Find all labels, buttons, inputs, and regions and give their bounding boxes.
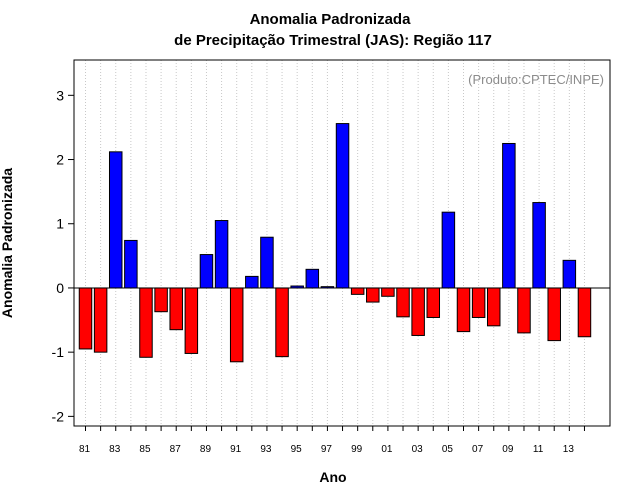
ytick-label: -1 <box>52 344 65 360</box>
xtick-label: 05 <box>442 444 454 455</box>
bar-84 <box>124 239 138 289</box>
bar-11 <box>532 202 546 289</box>
bars <box>78 123 592 363</box>
xtick-label: 95 <box>291 444 303 455</box>
bar-08 <box>486 287 501 327</box>
bar-81 <box>78 287 93 350</box>
bar-14 <box>577 287 592 338</box>
bar-93 <box>260 236 274 289</box>
ytick-label: 0 <box>56 280 64 296</box>
xtick-label: 01 <box>381 444 393 455</box>
xtick-label: 91 <box>230 444 242 455</box>
xtick-label: 03 <box>412 444 424 455</box>
xtick-label: 81 <box>79 444 91 455</box>
bar-83 <box>108 151 123 289</box>
xtick-label: 89 <box>200 444 212 455</box>
xtick-label: 97 <box>321 444 333 455</box>
x-axis: 81 83 85 87 89 91 93 95 97 99 01 03 05 07 09 11 13 <box>79 426 585 455</box>
source-annotation: (Produto:CPTEC/INPE) <box>468 72 604 87</box>
bar-07 <box>471 287 486 318</box>
bar-88 <box>184 287 199 354</box>
bar-01 <box>381 287 395 297</box>
bar-10 <box>517 287 531 334</box>
bar-99 <box>350 287 365 295</box>
xtick-label: 93 <box>260 444 272 455</box>
xtick-label: 85 <box>139 444 151 455</box>
vertical-gridlines <box>85 60 585 426</box>
bar-85 <box>139 287 153 358</box>
ytick-label: 3 <box>56 87 64 103</box>
ytick-label: 1 <box>56 216 64 232</box>
bar-96 <box>305 268 320 289</box>
xtick-label: 11 <box>533 444 544 455</box>
xtick-label: 87 <box>170 444 182 455</box>
bar-12 <box>547 287 561 342</box>
bar-91 <box>229 287 244 363</box>
bar-03 <box>411 287 425 336</box>
bar-89 <box>199 254 214 289</box>
bar-13 <box>562 259 577 289</box>
bar-94 <box>275 287 289 358</box>
bar-92 <box>245 275 259 289</box>
ytick-label: -2 <box>52 408 65 424</box>
x-axis-label: Ano <box>319 469 346 485</box>
chart-title-line1: Anomalia Padronizada <box>250 11 412 28</box>
xtick-label: 07 <box>472 444 484 455</box>
bar-00 <box>366 287 380 303</box>
bar-90 <box>214 220 229 289</box>
chart-title-line2: de Precipitação Trimestral (JAS): Região… <box>174 32 492 49</box>
ytick-label: 2 <box>56 152 64 168</box>
xtick-label: 13 <box>563 444 575 455</box>
bar-09 <box>502 142 516 289</box>
y-axis-label: Anomalia Padronizada <box>0 168 15 318</box>
bar-06 <box>456 287 471 333</box>
bar-05 <box>441 211 456 289</box>
xtick-label: 09 <box>502 444 514 455</box>
xtick-label: 99 <box>351 444 363 455</box>
bar-04 <box>426 287 441 318</box>
bar-02 <box>396 287 410 318</box>
bar-86 <box>154 287 168 313</box>
plot-border <box>73 59 611 427</box>
bar-87 <box>169 287 183 331</box>
bar-98 <box>335 123 350 289</box>
y-axis: -2 -1 0 1 2 3 <box>52 87 74 424</box>
bar-82 <box>93 287 108 353</box>
xtick-label: 83 <box>109 444 121 455</box>
